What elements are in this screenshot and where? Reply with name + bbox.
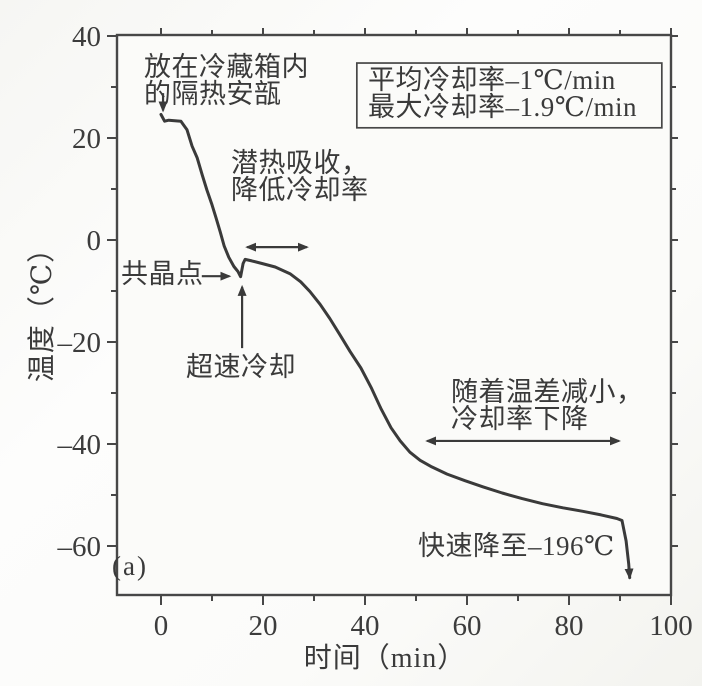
annotation-ampoule-line2: 的隔热安瓿	[144, 79, 282, 109]
legend-text: 平均冷却率–1℃/min 最大冷却率–1.9℃/min	[368, 67, 637, 121]
annotation-tempdiff-line2: 冷却率下降	[451, 404, 589, 434]
x-tick-label: 0	[154, 610, 169, 642]
y-tick-label: 0	[87, 225, 102, 257]
y-tick-label: –40	[57, 429, 102, 461]
annotation-tempdiff-line1: 随着温差减小，	[451, 377, 644, 407]
y-axis-title: 温度（℃）	[27, 233, 58, 383]
annotation-latent-line2: 降低冷却率	[231, 175, 369, 205]
y-tick-label: 20	[72, 123, 101, 155]
annotation-supercool: 超速冷却	[186, 352, 296, 382]
cooling-curve	[159, 113, 634, 580]
y-tick-label: –20	[57, 327, 102, 359]
x-tick-label: 80	[555, 610, 584, 642]
legend-box	[355, 62, 663, 129]
legend-line-max-rate: 最大冷却率–1.9℃/min	[368, 92, 637, 122]
annotation-ampoule-line1: 放在冷藏箱内	[144, 52, 309, 82]
annotation-eutectic: 共晶点	[121, 259, 204, 289]
legend-line-average-rate: 平均冷却率–1℃/min	[368, 65, 616, 95]
x-tick-label: 40	[351, 610, 380, 642]
panel-label: (a)	[112, 551, 148, 581]
x-tick-label: 60	[453, 610, 482, 642]
y-tick-label: 40	[72, 21, 101, 53]
y-tick-label: –60	[57, 531, 102, 563]
annotation-latent-heat: 潜热吸收， 降低冷却率	[231, 150, 369, 204]
annotation-latent-line1: 潜热吸收，	[231, 148, 369, 178]
x-tick-label: 100	[649, 610, 693, 642]
annotation-tempdiff: 随着温差减小， 冷却率下降	[451, 379, 644, 433]
annotation-rapid-drop: 快速降至–196℃	[418, 531, 615, 561]
annotation-ampoule: 放在冷藏箱内 的隔热安瓿	[144, 54, 309, 108]
x-tick-label: 20	[249, 610, 278, 642]
x-axis-title: 时间（min）	[303, 643, 467, 674]
